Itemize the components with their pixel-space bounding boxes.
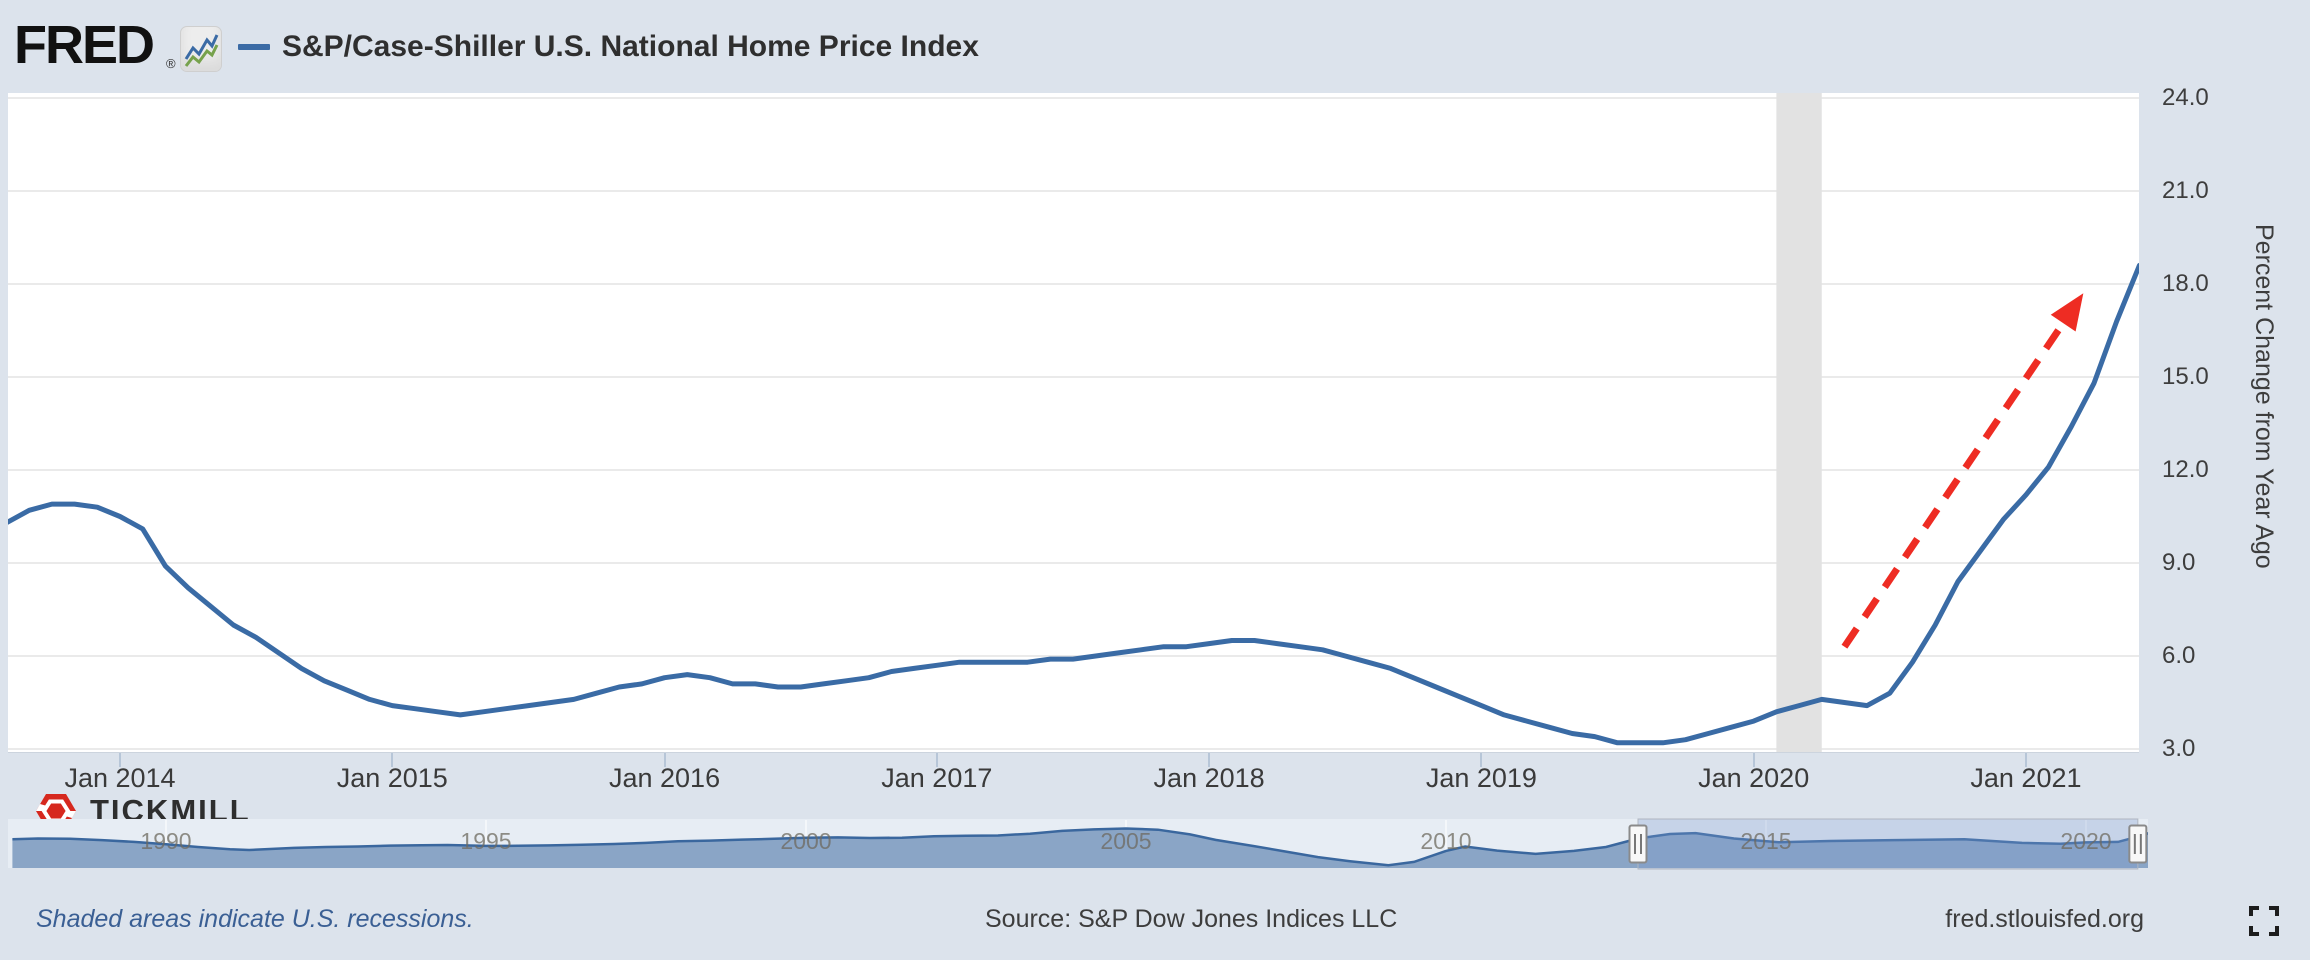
main-chart-svg — [8, 93, 2139, 752]
fred-chart-icon — [180, 26, 222, 72]
mini-year-label: 2015 — [1740, 828, 1792, 854]
y-tick-label: 21.0 — [2162, 177, 2209, 204]
x-tick-mark — [1752, 753, 1755, 767]
date-range-slider[interactable]: 1990 1995 2000 2005 2010 2015 2020 — [8, 818, 2148, 872]
chart-title: S&P/Case-Shiller U.S. National Home Pric… — [282, 30, 979, 63]
x-tick-mark — [119, 753, 121, 767]
y-axis-title: Percent Change from Year Ago — [2250, 223, 2278, 569]
x-tick-label: Jan 2018 — [1153, 763, 1265, 793]
y-tick-label: 9.0 — [2162, 549, 2196, 576]
x-tick-label: Jan 2019 — [1425, 763, 1537, 793]
slider-handle-left[interactable] — [1628, 824, 1648, 864]
mini-year-label: 2005 — [1100, 828, 1152, 854]
recession-band — [1776, 93, 1822, 752]
mini-year-label: 2000 — [780, 828, 832, 854]
x-tick-label: Jan 2014 — [64, 763, 176, 793]
source-text: Source: S&P Dow Jones Indices LLC — [985, 905, 1398, 933]
y-tick-label: 18.0 — [2162, 270, 2209, 297]
mini-year-label: 1995 — [460, 828, 512, 854]
x-tick-label: Jan 2015 — [336, 763, 448, 793]
mini-year-label: 2020 — [2060, 828, 2112, 854]
x-tick-mark — [1208, 753, 1211, 767]
mini-year-label: 2010 — [1420, 828, 1472, 854]
y-tick-label: 12.0 — [2162, 456, 2209, 483]
slider-handle-right[interactable] — [2128, 824, 2148, 864]
mini-year-label: 1990 — [140, 828, 192, 854]
data-series-line — [8, 262, 2139, 746]
site-link[interactable]: fred.stlouisfed.org — [1945, 905, 2144, 933]
trend-arrow-head — [2050, 293, 2084, 332]
x-tick-label: Jan 2020 — [1698, 763, 1810, 793]
x-tick-mark — [935, 753, 938, 767]
x-tick-label: Jan 2017 — [881, 763, 993, 793]
x-tick-mark — [663, 753, 666, 767]
x-tick-label: Jan 2021 — [1970, 763, 2082, 793]
fred-chart-icon-glyph — [184, 34, 219, 67]
registered-mark: ® — [166, 56, 176, 71]
fullscreen-icon — [2249, 906, 2279, 936]
x-tick-mark — [1480, 753, 1483, 767]
gridlines — [8, 97, 2139, 750]
y-tick-label: 24.0 — [2162, 84, 2209, 111]
x-tick-label: Jan 2016 — [608, 763, 721, 793]
mini-chart-svg — [8, 818, 2148, 870]
y-tick-label: 15.0 — [2162, 363, 2209, 390]
x-tick-mark — [391, 753, 394, 767]
y-tick-label: 3.0 — [2162, 735, 2196, 762]
y-tick-label: 6.0 — [2162, 642, 2196, 669]
fred-logo: FRED — [14, 15, 155, 75]
mini-area-line — [12, 827, 2148, 867]
mini-area-fill — [12, 828, 2148, 868]
fullscreen-button[interactable] — [2246, 903, 2282, 939]
x-tick-mark — [2024, 753, 2027, 767]
trend-arrow-line — [1841, 324, 2064, 649]
main-chart-area[interactable]: TICKMILL — [8, 93, 2139, 828]
series-legend-dash — [238, 44, 270, 50]
recession-note: Shaded areas indicate U.S. recessions. — [36, 905, 474, 933]
